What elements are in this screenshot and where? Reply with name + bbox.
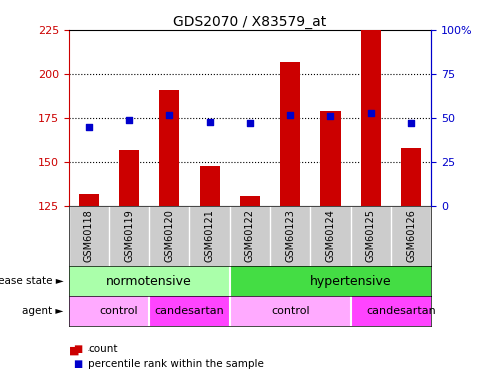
Bar xyxy=(320,111,341,206)
Text: GSM60123: GSM60123 xyxy=(285,209,295,262)
Point xyxy=(286,112,294,118)
Text: ■: ■ xyxy=(74,359,83,369)
Bar xyxy=(240,196,260,206)
Text: hypertensive: hypertensive xyxy=(310,275,392,288)
Point xyxy=(367,110,375,116)
Bar xyxy=(79,194,99,206)
Text: GSM60121: GSM60121 xyxy=(205,209,215,262)
Bar xyxy=(119,150,139,206)
Text: GSM60126: GSM60126 xyxy=(406,209,416,262)
Point xyxy=(326,113,334,119)
Text: agent ►: agent ► xyxy=(23,306,64,316)
Text: GSM60122: GSM60122 xyxy=(245,209,255,262)
Point xyxy=(206,118,214,124)
Bar xyxy=(401,148,421,206)
Title: GDS2070 / X83579_at: GDS2070 / X83579_at xyxy=(173,15,326,29)
Bar xyxy=(361,30,381,206)
Text: ■: ■ xyxy=(74,344,83,354)
Text: percentile rank within the sample: percentile rank within the sample xyxy=(88,359,264,369)
Text: GDS2070: GDS2070 xyxy=(88,350,95,351)
Text: count: count xyxy=(88,344,118,354)
Text: GSM60120: GSM60120 xyxy=(164,209,174,262)
Point xyxy=(246,120,254,126)
Point xyxy=(125,117,133,123)
Point xyxy=(85,124,93,130)
Bar xyxy=(280,62,300,206)
Text: candesartan: candesartan xyxy=(154,306,224,316)
Point xyxy=(166,112,173,118)
Text: disease state ►: disease state ► xyxy=(0,276,64,286)
Text: normotensive: normotensive xyxy=(106,275,192,288)
Bar xyxy=(230,266,431,296)
Text: candesartan: candesartan xyxy=(366,306,436,316)
Text: GSM60119: GSM60119 xyxy=(124,209,134,262)
Bar xyxy=(149,296,230,326)
Text: control: control xyxy=(271,306,310,316)
Text: GSM60124: GSM60124 xyxy=(325,209,336,262)
Text: control: control xyxy=(99,306,138,316)
Bar xyxy=(199,166,220,206)
Text: GSM60118: GSM60118 xyxy=(84,209,94,262)
Bar xyxy=(159,90,179,206)
Text: GSM60125: GSM60125 xyxy=(366,209,376,262)
Bar xyxy=(351,296,431,326)
Point xyxy=(407,120,415,126)
Text: ■: ■ xyxy=(69,346,79,355)
